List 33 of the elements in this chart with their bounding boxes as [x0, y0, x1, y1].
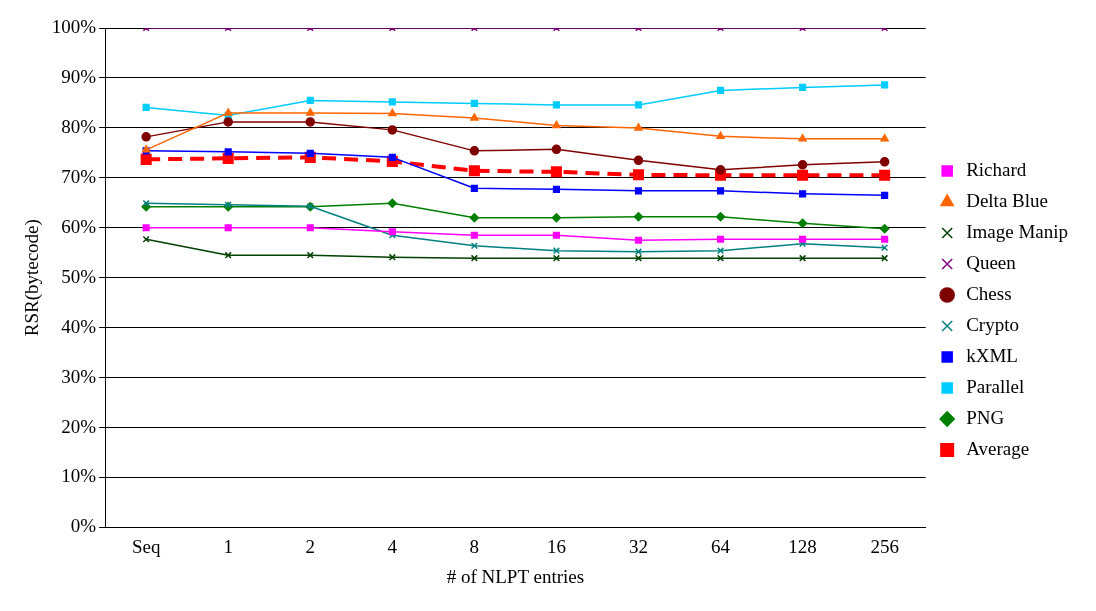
y-tick-label: 80% [61, 115, 97, 137]
legend-label: Image Manip [966, 220, 1068, 242]
legend-label: Richard [966, 158, 1027, 180]
x-tick-label: 64 [711, 535, 731, 557]
legend-label: Delta Blue [966, 189, 1048, 211]
legend-label: Chess [966, 282, 1012, 304]
x-tick-label: 32 [628, 535, 648, 557]
legend-label: Parallel [966, 375, 1025, 397]
y-tick-label: 100% [51, 15, 97, 37]
x-tick-label: 256 [870, 535, 899, 557]
x-tick-label: 1 [223, 535, 233, 557]
legend-label: Average [966, 437, 1030, 459]
x-tick-label: Seq [131, 535, 161, 557]
x-tick-label: 2 [305, 535, 316, 557]
y-tick-label: 30% [61, 365, 97, 387]
y-axis-title: RSR(bytecode) [21, 219, 44, 337]
y-tick-label: 0% [70, 515, 97, 537]
legend-label: Queen [966, 251, 1017, 273]
x-tick-label: 8 [469, 535, 480, 557]
y-tick-label: 70% [61, 165, 97, 187]
y-tick-label: 20% [61, 415, 97, 437]
y-tick-label: 60% [61, 215, 97, 237]
x-tick-label: 4 [387, 535, 398, 557]
y-tick-label: 10% [61, 465, 97, 487]
legend-label: kXML [966, 344, 1018, 366]
x-axis-title: # of NLPT entries [446, 565, 585, 587]
x-tick-label: 16 [546, 535, 566, 557]
legend-label: PNG [966, 406, 1005, 428]
y-tick-label: 50% [61, 265, 97, 287]
x-tick-label: 128 [788, 535, 817, 557]
legend-label: Crypto [966, 313, 1019, 335]
y-tick-label: 90% [61, 65, 97, 87]
y-tick-label: 40% [61, 315, 97, 337]
